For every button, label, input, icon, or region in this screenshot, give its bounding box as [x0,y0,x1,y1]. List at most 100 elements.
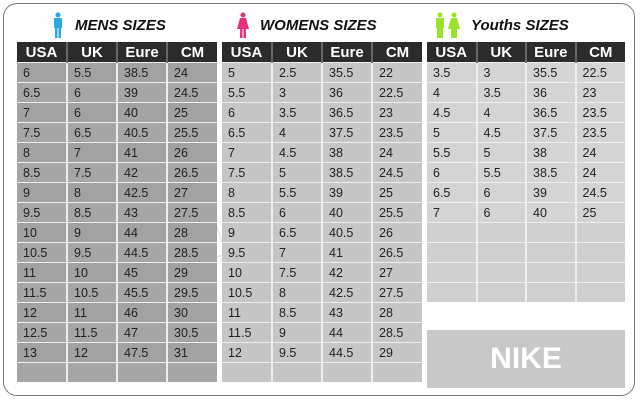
size-cell: 25 [574,202,625,223]
size-cell: 27 [166,182,217,203]
size-cell: 25 [371,182,422,203]
column-header: Eure [525,42,576,63]
youth-title: Youths SIZES [471,16,569,34]
size-cell: 42 [321,262,372,283]
size-cell: 44.5 [321,342,372,363]
size-cell: 4.5 [427,102,477,123]
size-cell: 6 [475,202,526,223]
size-cell: 5 [475,142,526,163]
size-cell: 28.5 [166,242,217,263]
size-cell: 7.5 [17,122,67,143]
column-header: UK [271,42,322,63]
size-cell: 11 [66,302,117,323]
size-cell: 9 [17,182,67,203]
size-cell: 27 [371,262,422,283]
size-cell: 2.5 [271,62,322,83]
table-row: 7 6 40 25 [427,202,625,223]
size-cell: 6.5 [427,182,477,203]
size-cell: 10 [66,262,117,283]
table-row: 12 11 46 30 [17,302,217,323]
column-header: Eure [321,42,372,63]
womens-table: USA UK Eure CM 5 2.5 35.5 22 5.5 3 36 22.5 6 3.5 36.5 2… [222,42,422,382]
size-cell: 11 [17,262,67,283]
size-cell: 12 [66,342,117,363]
empty-cell [427,222,477,243]
size-cell: 22 [371,62,422,83]
size-cell: 9 [66,222,117,243]
size-cell: 40.5 [321,222,372,243]
table-row: 13 12 47.5 31 [17,342,217,363]
size-cell: 3.5 [475,82,526,103]
size-cell: 45 [116,262,167,283]
size-cell: 3.5 [271,102,322,123]
size-cell: 5.5 [222,82,272,103]
size-cell: 9.5 [222,242,272,263]
size-cell: 7 [222,142,272,163]
size-cell: 39 [525,182,576,203]
empty-cell [475,262,526,283]
size-cell: 28.5 [371,322,422,343]
size-cell: 24 [574,142,625,163]
empty-row [427,282,625,302]
size-cell: 28 [371,302,422,323]
column-header: UK [475,42,526,63]
size-cell: 40.5 [116,122,167,143]
column-header: Eure [116,42,167,63]
table-row: 6 5.5 38.5 24 [427,162,625,183]
mens-section: MENS SIZES USA UK Eure CM 6 5.5 38.5 24 6.5 6 39 24… [17,8,217,382]
size-cell: 6.5 [17,82,67,103]
brand-logo: NIKE [427,330,625,388]
size-cell [271,362,322,382]
size-cell: 47.5 [116,342,167,363]
size-cell: 10 [17,222,67,243]
size-cell: 43 [116,202,167,223]
size-cell: 8 [271,282,322,303]
column-header: USA [427,42,477,63]
youth-section: Youths SIZES USA UK Eure CM 3.5 3 35.5 22.5 4 3.5… [427,8,625,302]
size-cell: 26 [166,142,217,163]
table-row: 5 2.5 35.5 22 [222,62,422,83]
size-cell: 9.5 [66,242,117,263]
table-row: 6.5 6 39 24.5 [17,82,217,103]
size-cell: 23 [574,82,625,103]
size-cell: 7 [66,142,117,163]
size-cell: 35.5 [321,62,372,83]
table-row: 6.5 6 39 24.5 [427,182,625,203]
table-row: 9 8 42.5 27 [17,182,217,203]
size-cell: 5 [427,122,477,143]
size-cell: 11.5 [17,282,67,303]
size-cell: 8.5 [66,202,117,223]
size-cell: 29 [166,262,217,283]
table-row: 7 4.5 38 24 [222,142,422,163]
size-cell [166,362,217,382]
size-cell: 7.5 [271,262,322,283]
empty-cell [525,282,576,302]
table-row: 11 8.5 43 28 [222,302,422,323]
size-cell: 6.5 [222,122,272,143]
size-cell: 25.5 [371,202,422,223]
size-cell: 8 [17,142,67,163]
size-cell: 7.5 [222,162,272,183]
table-row: 4.5 4 36.5 23.5 [427,102,625,123]
empty-cell [525,262,576,283]
size-cell: 31 [166,342,217,363]
size-cell: 6 [17,62,67,83]
size-cell: 5 [222,62,272,83]
table-row: 5 4.5 37.5 23.5 [427,122,625,143]
size-cell: 13 [17,342,67,363]
table-row: 10.5 8 42.5 27.5 [222,282,422,303]
womens-title: WOMENS SIZES [260,16,377,34]
size-cell: 8.5 [271,302,322,323]
size-cell: 38 [525,142,576,163]
empty-cell [427,242,477,263]
size-cell: 47 [116,322,167,343]
table-row: 3.5 3 35.5 22.5 [427,62,625,83]
empty-cell [475,282,526,302]
size-cell: 36 [321,82,372,103]
size-cell: 28 [166,222,217,243]
size-cell: 10 [222,262,272,283]
size-cell: 42.5 [116,182,167,203]
table-row: 9 6.5 40.5 26 [222,222,422,243]
size-cell: 7.5 [66,162,117,183]
empty-row [427,242,625,263]
